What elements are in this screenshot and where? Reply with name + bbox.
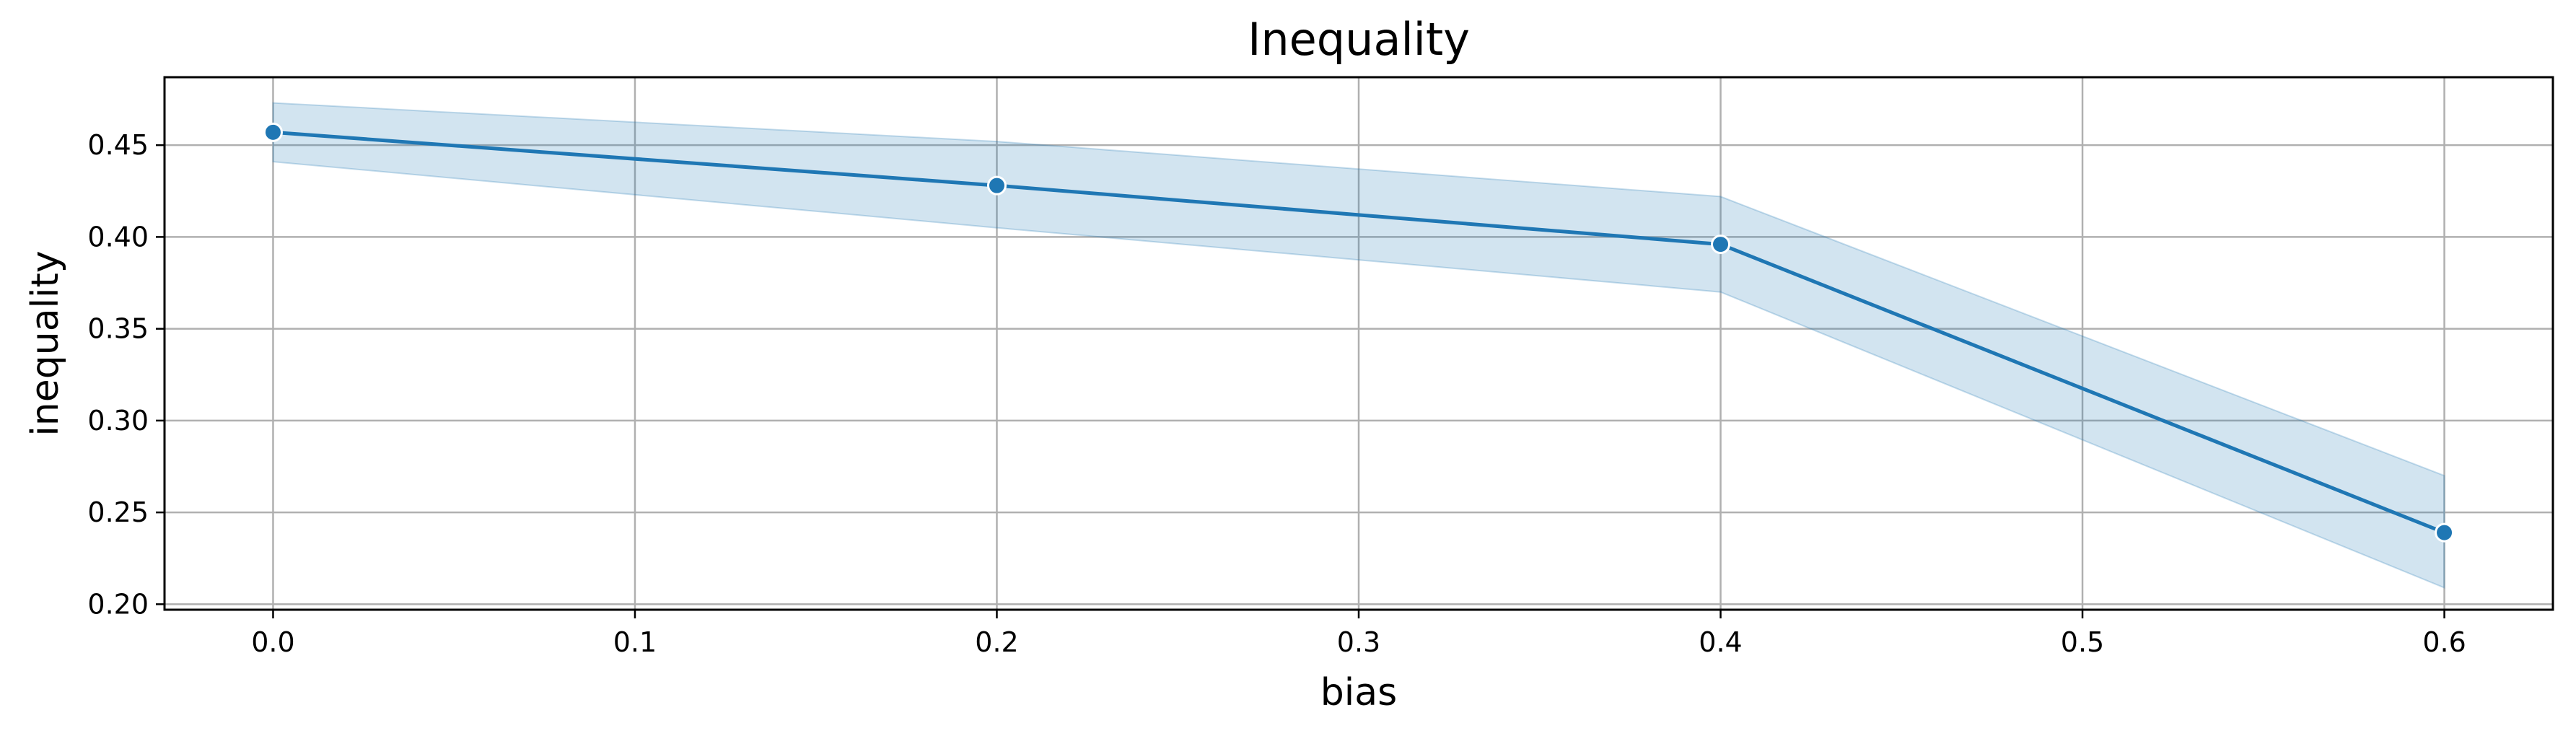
data-points <box>263 122 2455 543</box>
series-line <box>273 130 2445 535</box>
y-tick-label: 0.30 <box>87 405 149 437</box>
y-tick-label: 0.35 <box>87 313 149 345</box>
x-tick-label: 0.5 <box>2061 626 2104 658</box>
x-tick-label: 0.4 <box>1699 626 1742 658</box>
data-point <box>986 175 1007 196</box>
x-tick-label: 0.6 <box>2422 626 2466 658</box>
y-tick-label: 0.40 <box>87 221 149 253</box>
x-tick-label: 0.2 <box>975 626 1018 658</box>
x-axis-label: bias <box>1320 671 1397 714</box>
data-point <box>1711 235 1731 255</box>
x-tick-label: 0.0 <box>251 626 294 658</box>
y-axis-label: inequality <box>24 250 67 436</box>
y-tick-label: 0.20 <box>87 588 149 620</box>
y-axis: 0.20 0.25 0.30 0.35 0.40 0.45 <box>87 129 165 620</box>
x-axis: 0.0 0.1 0.2 0.3 0.4 0.5 0.6 <box>251 610 2466 658</box>
y-tick-label: 0.45 <box>87 129 149 161</box>
confidence-band <box>272 102 2445 589</box>
grid-lines <box>165 77 2553 610</box>
x-tick-label: 0.3 <box>1337 626 1380 658</box>
x-tick-label: 0.1 <box>613 626 657 658</box>
y-tick-label: 0.25 <box>87 496 149 528</box>
chart-title: Inequality <box>1248 13 1470 66</box>
data-point <box>2435 522 2455 543</box>
data-point <box>263 122 283 142</box>
